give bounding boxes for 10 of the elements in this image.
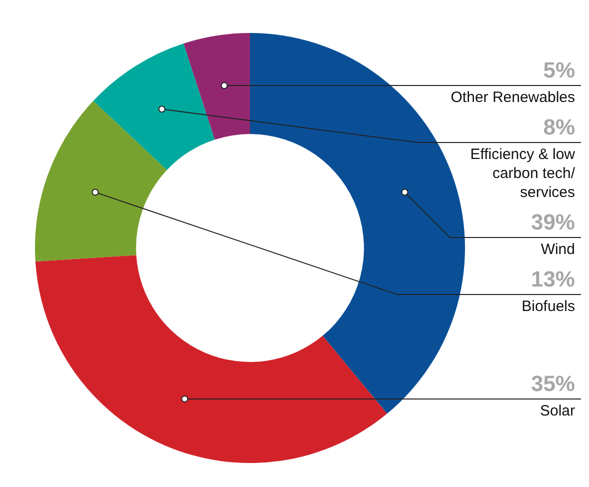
slice-label: Solar <box>540 402 575 420</box>
slice-label: Efficiency & low carbon tech/ services <box>470 146 576 202</box>
data-label: 8% <box>543 114 575 140</box>
data-label: 35% <box>530 371 575 396</box>
slice-label: Wind <box>540 241 575 258</box>
slice-label: Biofuels <box>522 298 575 316</box>
slice-label: Other Renewables <box>450 89 575 106</box>
data-label: 5% <box>543 58 575 83</box>
data-label: 13% <box>530 266 575 292</box>
data-label: 39% <box>530 210 575 235</box>
